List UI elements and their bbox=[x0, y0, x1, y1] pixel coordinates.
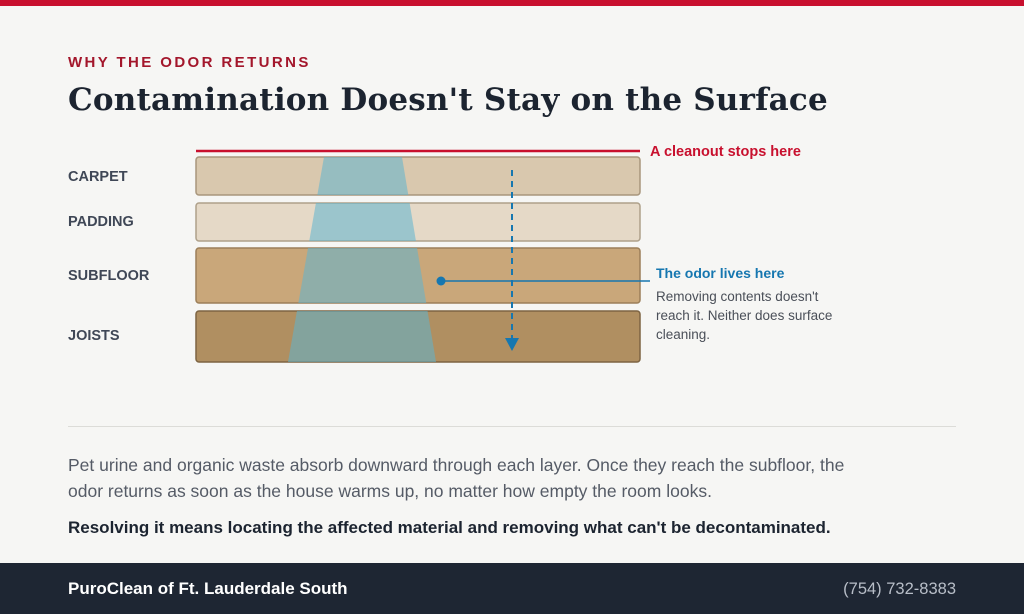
padding-layer bbox=[195, 202, 641, 242]
phone-number[interactable]: (754) 732-8383 bbox=[843, 580, 956, 598]
odor-callout-text: Removing contents doesn't reach it. Neit… bbox=[656, 289, 833, 342]
odor-callout-title: The odor lives here bbox=[656, 265, 785, 281]
body-emphasis: Resolving it means locating the affected… bbox=[68, 518, 831, 537]
section-divider bbox=[68, 426, 956, 427]
carpet-layer bbox=[195, 156, 641, 196]
layer-label-subfloor: SUBFLOOR bbox=[68, 268, 150, 284]
top-accent-bar bbox=[0, 0, 1024, 6]
eyebrow-heading: WHY THE ODOR RETURNS bbox=[68, 54, 311, 71]
layer-label-carpet: CARPET bbox=[68, 169, 128, 185]
body-paragraph: Pet urine and organic waste absorb downw… bbox=[68, 455, 845, 501]
layer-diagram bbox=[195, 149, 650, 363]
odor-marker-dot bbox=[436, 276, 446, 286]
page-title: Contamination Doesn't Stay on the Surfac… bbox=[68, 82, 828, 118]
layer-label-joists: JOISTS bbox=[68, 328, 120, 344]
arrow-down-icon bbox=[505, 338, 519, 351]
footer: PuroClean of Ft. Lauderdale South (754) … bbox=[0, 563, 1024, 614]
cleanout-callout: A cleanout stops here bbox=[650, 144, 801, 160]
layer-label-padding: PADDING bbox=[68, 214, 134, 230]
company-name: PuroClean of Ft. Lauderdale South bbox=[68, 579, 348, 598]
